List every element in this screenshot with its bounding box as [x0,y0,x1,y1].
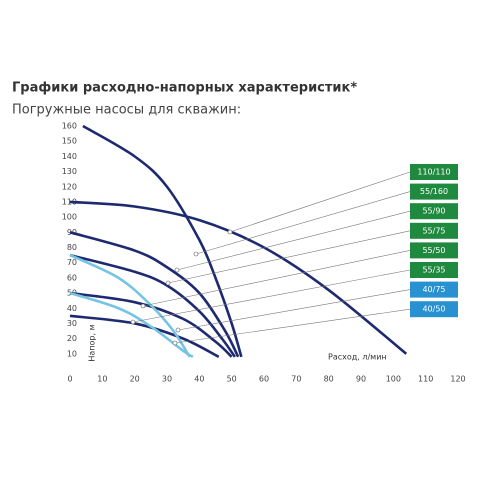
x-tick-label: 60 [259,375,269,384]
chart-subtitle: Погружные насосы для скважин: [12,103,241,118]
pump-curve [69,253,236,358]
legend-box [410,222,458,239]
leader-dot [174,267,180,273]
legend-label: 110/110 [417,168,450,177]
pump-curve [69,291,233,358]
legend-label: 40/75 [422,285,445,294]
x-axis-label: Расход, л/мин [328,353,387,362]
pump-curve [82,124,243,358]
y-tick-label: 150 [62,137,77,146]
x-tick-label: 90 [356,375,366,384]
legend-label: 55/160 [420,187,448,196]
x-tick-label: 80 [324,375,334,384]
leader-dot [227,229,233,235]
leader-line [177,289,411,331]
x-tick-label: 70 [291,375,301,384]
leader-dot [193,251,199,257]
legend-box [410,164,458,180]
y-tick-label: 140 [62,152,77,161]
y-tick-label: 120 [62,182,77,191]
legend-box [410,203,458,220]
leader-line [167,230,411,284]
x-tick-label: 30 [162,375,172,384]
y-tick-label: 100 [62,213,77,222]
y-tick-label: 30 [67,319,77,328]
y-tick-label: 160 [62,122,77,131]
y-axis-label: Напор, м [88,324,97,361]
chart-title: Графики расходно-напорных характеристик* [12,81,357,96]
x-tick-label: 40 [194,375,204,384]
leader-line [176,210,411,271]
y-tick-label: 40 [67,304,77,313]
leader-line [195,191,411,255]
x-tick-label: 110 [418,375,433,384]
legend-label: 55/90 [422,207,445,216]
leader-dot [140,303,146,309]
leader-line [142,250,411,307]
leader-line [132,269,411,323]
leader-dot [130,319,136,325]
x-tick-label: 0 [67,375,72,384]
pump-curve [69,314,220,359]
x-tick-label: 20 [130,375,140,384]
legend-box [410,242,458,259]
x-tick-label: 120 [450,375,465,384]
y-tick-label: 130 [62,167,77,176]
legend-label: 55/35 [422,266,445,275]
legend-box [410,183,458,200]
y-tick-label: 10 [67,349,77,358]
leader-dot [172,340,178,346]
x-tick-label: 100 [386,375,401,384]
leader-line [174,308,411,344]
x-tick-label: 10 [97,375,107,384]
legend-box [410,262,458,278]
pump-curve [69,291,194,358]
legend-label: 55/50 [422,246,445,255]
leader-dot [175,327,181,333]
y-tick-label: 70 [67,258,77,267]
pump-curve [69,200,408,355]
y-tick-label: 80 [67,243,77,252]
leader-dot [165,280,171,286]
legend-label: 40/50 [422,305,445,314]
y-tick-label: 20 [67,334,77,343]
pump-curve [69,253,191,358]
legend-label: 55/75 [422,226,445,235]
leader-line [229,171,411,233]
pump-curve [69,231,240,358]
legend-box [410,301,458,318]
y-tick-label: 60 [67,273,77,282]
legend-box [410,281,458,298]
x-tick-label: 50 [227,375,237,384]
y-tick-label: 110 [62,197,77,206]
